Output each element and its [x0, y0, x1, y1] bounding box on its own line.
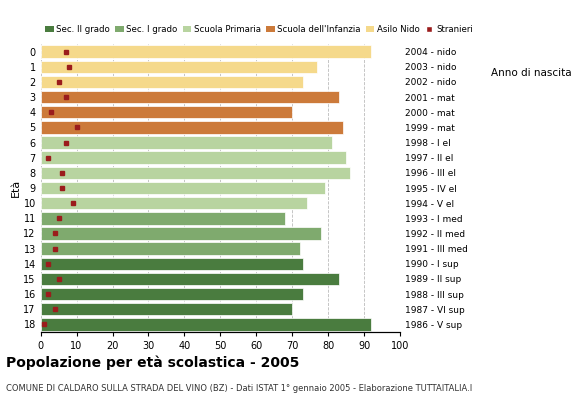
Bar — [41, 227, 321, 240]
Bar — [41, 303, 292, 316]
Bar — [41, 76, 303, 88]
Bar — [41, 212, 285, 224]
Text: COMUNE DI CALDARO SULLA STRADA DEL VINO (BZ) - Dati ISTAT 1° gennaio 2005 - Elab: COMUNE DI CALDARO SULLA STRADA DEL VINO … — [6, 384, 472, 393]
Bar — [41, 60, 317, 73]
Bar — [41, 242, 299, 255]
Y-axis label: Età: Età — [10, 179, 20, 197]
Bar — [41, 91, 339, 103]
Bar — [41, 258, 303, 270]
Bar — [41, 288, 303, 300]
Text: Anno di nascita: Anno di nascita — [491, 68, 571, 78]
Bar — [41, 45, 371, 58]
Bar — [41, 182, 325, 194]
Bar — [41, 121, 343, 134]
Bar — [41, 152, 346, 164]
Bar — [41, 106, 292, 118]
Text: Popolazione per età scolastica - 2005: Popolazione per età scolastica - 2005 — [6, 356, 299, 370]
Bar — [41, 136, 332, 149]
Legend: Sec. II grado, Sec. I grado, Scuola Primaria, Scuola dell'Infanzia, Asilo Nido, : Sec. II grado, Sec. I grado, Scuola Prim… — [45, 25, 473, 34]
Bar — [41, 318, 371, 331]
Bar — [41, 167, 350, 179]
Bar — [41, 197, 307, 209]
Bar — [41, 273, 339, 285]
